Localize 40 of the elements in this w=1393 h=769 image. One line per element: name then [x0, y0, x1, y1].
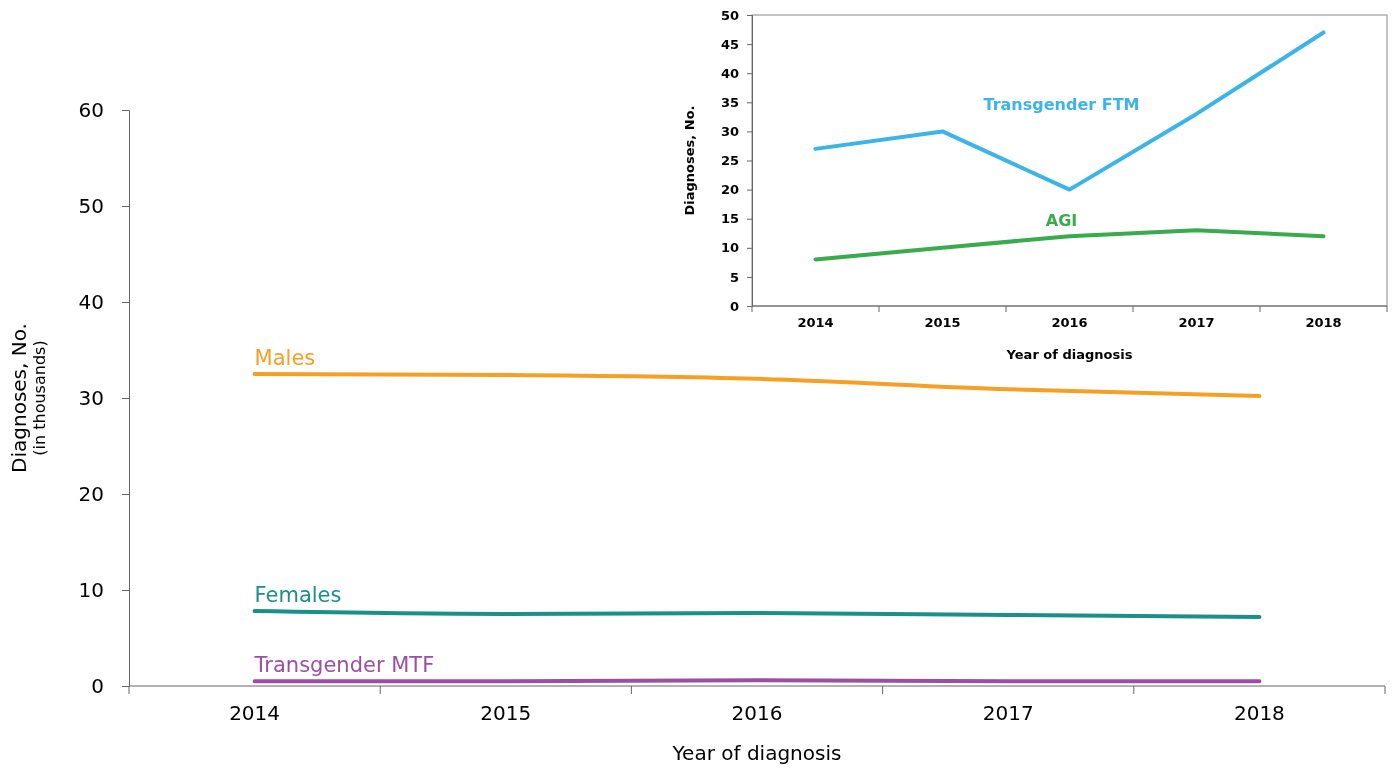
y-tick-label: 0: [729, 298, 739, 314]
x-tick-label: 2018: [1305, 315, 1342, 331]
line-series: [813, 228, 1326, 262]
line-series: [813, 30, 1326, 192]
x-axis-title: Year of diagnosis: [671, 741, 842, 765]
x-tick-label: 2016: [731, 701, 783, 726]
x-tick-label: 2017: [1178, 315, 1215, 331]
y-tick-label: 20: [720, 182, 739, 198]
x-tick-label: 2018: [1233, 701, 1285, 726]
line-series: [252, 372, 1262, 399]
x-tick-label: 2017: [982, 701, 1034, 726]
y-tick-label: 35: [720, 94, 739, 110]
y-axis-title: Diagnoses, No.: [682, 105, 697, 216]
y-tick-label: 45: [720, 36, 739, 52]
y-tick-label: 25: [720, 153, 739, 169]
series-label: Males: [254, 346, 316, 370]
y-tick-label: 40: [78, 289, 104, 314]
x-axis-title: Year of diagnosis: [1005, 347, 1133, 362]
y-tick-label: 10: [720, 240, 739, 256]
x-tick-label: 2014: [797, 315, 834, 331]
y-tick-label: 30: [78, 385, 104, 410]
y-axis-title: Diagnoses, No. (in thousands): [7, 323, 50, 473]
x-tick-label: 2015: [480, 701, 532, 726]
y-tick-label: 40: [720, 65, 739, 81]
y-tick-label: 0: [91, 673, 104, 698]
series-label: Transgender FTM: [983, 94, 1140, 114]
x-tick-label: 2015: [924, 315, 961, 331]
x-tick-label: 2014: [229, 701, 281, 726]
series-label: Transgender MTF: [253, 653, 435, 678]
y-tick-label: 15: [720, 211, 739, 227]
y-tick-label: 20: [78, 481, 104, 506]
series-label: Females: [254, 583, 342, 608]
y-tick-label: 50: [78, 193, 104, 218]
y-tick-label: 5: [729, 269, 739, 285]
x-tick-label: 2016: [1051, 315, 1088, 331]
y-tick-label: 30: [720, 124, 739, 140]
y-tick-label: 60: [78, 97, 104, 122]
y-tick-label: 50: [720, 7, 739, 23]
series-label: AGI: [1045, 211, 1078, 231]
y-tick-label: 10: [78, 577, 104, 602]
